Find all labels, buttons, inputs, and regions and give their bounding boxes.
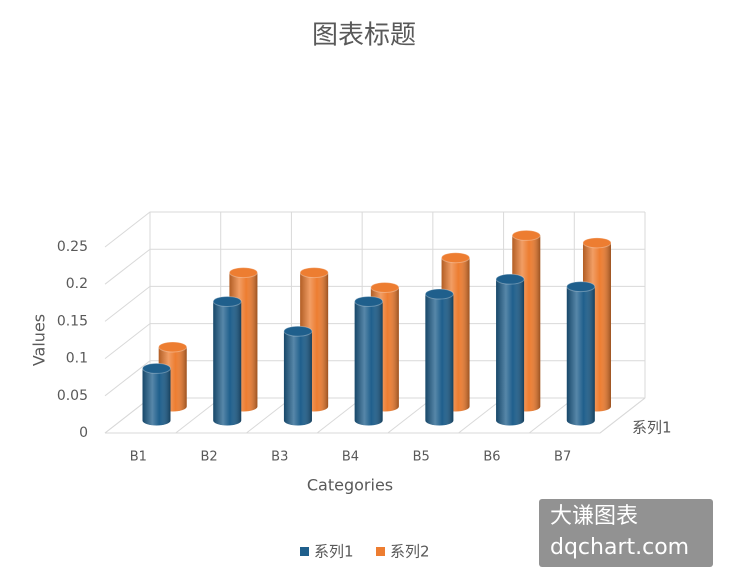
legend-label: 系列1 xyxy=(314,543,354,561)
bar-shade xyxy=(283,331,312,426)
bar-top xyxy=(441,252,471,264)
watermark: 大谦图表 xyxy=(550,504,638,529)
bar-top xyxy=(354,295,384,307)
bar-shade xyxy=(142,368,171,426)
y-tick-label: 0.25 xyxy=(57,239,88,255)
x-tick-label: B5 xyxy=(413,450,430,465)
bar-shade xyxy=(566,286,595,426)
x-tick-label: B3 xyxy=(271,450,288,465)
y-tick-label: 0.15 xyxy=(57,313,88,329)
bar-top xyxy=(495,273,525,285)
y-tick-label: 0.1 xyxy=(66,351,88,367)
x-axis-title: Categories xyxy=(307,476,393,495)
floor-divider xyxy=(458,397,504,434)
y-axis-title: Values xyxy=(30,314,49,366)
bar-top xyxy=(582,237,612,249)
watermark-box xyxy=(539,499,713,567)
bar-shade xyxy=(354,301,383,426)
bar-shade xyxy=(213,301,242,426)
bar-shade xyxy=(496,279,525,426)
bar-top xyxy=(511,229,541,241)
floor-divider xyxy=(104,397,151,434)
chart-title: 图表标题 xyxy=(312,21,416,51)
bar-top xyxy=(158,341,188,353)
bar-top xyxy=(299,267,329,279)
grid-line xyxy=(104,211,645,248)
floor-divider xyxy=(599,397,646,434)
x-tick-label: B7 xyxy=(554,450,571,465)
watermark: dqchart.com xyxy=(550,535,689,560)
bar-top xyxy=(142,362,172,374)
depth-axis-label: 系列1 xyxy=(632,419,672,437)
x-tick-label: B4 xyxy=(342,450,359,465)
bar-top xyxy=(370,281,400,293)
legend-swatch xyxy=(300,547,309,556)
y-tick-label: 0 xyxy=(79,425,88,441)
grid-line xyxy=(104,248,645,285)
legend-swatch xyxy=(376,547,385,556)
x-tick-label: B1 xyxy=(130,450,147,465)
floor-divider xyxy=(387,397,434,434)
bar-top xyxy=(566,281,596,293)
floor-divider xyxy=(175,397,222,434)
bar-top xyxy=(424,288,454,300)
x-tick-label: B2 xyxy=(200,450,217,465)
x-tick-label: B6 xyxy=(483,450,500,465)
floor-divider xyxy=(316,397,363,434)
y-tick-label: 0.2 xyxy=(66,276,88,292)
y-tick-label: 0.05 xyxy=(57,388,88,404)
floor-divider xyxy=(246,397,292,434)
bar-top xyxy=(228,267,258,279)
floor-divider xyxy=(528,397,575,434)
bar-top xyxy=(212,295,242,307)
bar-shade xyxy=(425,294,454,426)
legend-label: 系列2 xyxy=(390,543,430,561)
bar-top xyxy=(283,325,313,337)
